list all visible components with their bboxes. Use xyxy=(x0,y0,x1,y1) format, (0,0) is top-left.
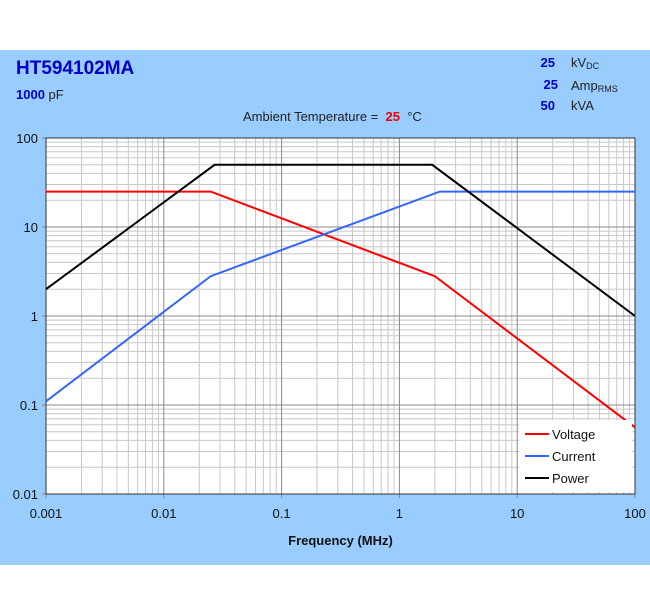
x-tick-label: 0.001 xyxy=(30,506,63,521)
y-tick-label: 0.01 xyxy=(13,487,38,502)
part-number: HT594102MA xyxy=(16,58,135,79)
spec-voltage-unit: kVDC xyxy=(571,55,599,71)
x-tick-label: 0.1 xyxy=(273,506,291,521)
y-tick-label: 0.1 xyxy=(20,398,38,413)
ambient-temperature: Ambient Temperature = 25 °C xyxy=(243,109,422,124)
unit: Amp xyxy=(571,78,598,93)
y-tick-label: 100 xyxy=(16,131,38,146)
x-tick-label: 10 xyxy=(510,506,524,521)
series-line-current xyxy=(45,190,635,403)
legend-label: Current xyxy=(552,449,596,464)
ambient-unit: °C xyxy=(407,109,422,124)
x-axis-label: Frequency (MHz) xyxy=(288,533,393,548)
x-tick-label: 1 xyxy=(396,506,403,521)
x-tick-label: 0.01 xyxy=(151,506,176,521)
spec-current-value: 25 xyxy=(543,77,558,92)
legend-label: Voltage xyxy=(552,427,595,442)
unit: kV xyxy=(571,55,587,70)
spec-power-unit: kVA xyxy=(571,98,594,113)
capacitance: 1000 pF xyxy=(16,87,64,102)
capacitance-value: 1000 xyxy=(16,87,45,102)
ambient-label: Ambient Temperature = xyxy=(243,109,379,124)
spec-voltage-value: 25 xyxy=(540,55,555,70)
series-line-power xyxy=(45,163,636,317)
capacitance-unit: pF xyxy=(48,87,64,102)
spec-current-unit: AmpRMS xyxy=(571,78,618,94)
x-tick-label: 100 xyxy=(624,506,646,521)
unit-sub: RMS xyxy=(597,84,618,94)
y-tick-label: 10 xyxy=(24,220,38,235)
ambient-value: 25 xyxy=(385,109,400,124)
unit-sub: DC xyxy=(586,61,600,71)
spec-power-value: 50 xyxy=(540,98,555,113)
y-tick-label: 1 xyxy=(31,309,38,324)
legend-label: Power xyxy=(552,471,590,486)
